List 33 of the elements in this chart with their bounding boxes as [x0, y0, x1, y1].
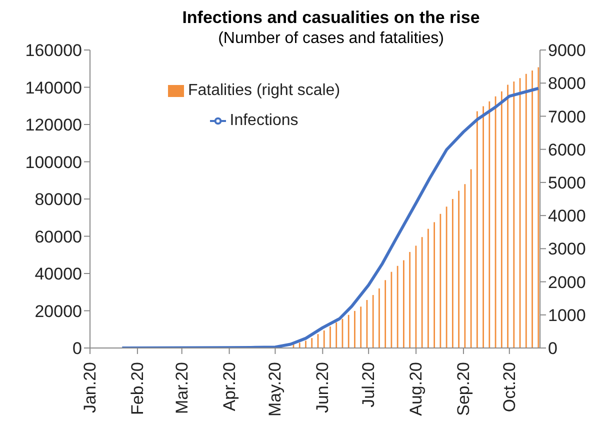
y2-tick-label: 5000 [548, 173, 586, 192]
y-tick-label: 80000 [34, 190, 82, 210]
x-tick-label: May.20 [266, 362, 285, 416]
y2-tick-label: 4000 [548, 206, 586, 226]
x-tick-label: Apr.20 [220, 362, 239, 412]
y-tick-label: 140000 [25, 78, 82, 98]
x-tick-label: Sep.20 [454, 362, 473, 416]
y-tick-label: 60000 [34, 227, 82, 246]
y-tick-label: 20000 [34, 302, 82, 321]
y-tick-label: 120000 [25, 116, 82, 135]
y-tick-label: 0 [72, 339, 82, 358]
legend-label: Fatalities (right scale) [188, 82, 340, 99]
y2-tick-label: 9000 [548, 41, 586, 60]
x-tick-label: Jun.20 [313, 362, 332, 414]
chart-subtitle: (Number of cases and fatalities) [218, 30, 444, 47]
y-tick-label: 100000 [25, 152, 82, 172]
legend-label: Infections [230, 112, 298, 129]
chart-title: Infections and casualities on the rise [181, 8, 481, 28]
x-tick-label: Feb.20 [128, 362, 147, 415]
y2-tick-label: 2000 [548, 272, 586, 292]
x-tick-label: Jan.20 [80, 362, 100, 414]
x-tick-label: Mar.20 [172, 362, 192, 414]
y2-tick-label: 6000 [548, 140, 586, 160]
y2-tick-label: 8000 [548, 74, 586, 94]
y2-tick-label: 1000 [548, 306, 586, 325]
y2-tick-label: 7000 [548, 107, 586, 126]
x-tick-label: Oct.20 [500, 362, 519, 412]
y2-tick-label: 0 [548, 339, 558, 358]
x-tick-label: Jul.20 [359, 362, 378, 408]
y-tick-label: 40000 [34, 264, 82, 284]
x-tick-label: Aug.20 [406, 362, 426, 416]
y2-tick-label: 3000 [548, 240, 586, 259]
y-tick-label: 160000 [25, 41, 82, 60]
